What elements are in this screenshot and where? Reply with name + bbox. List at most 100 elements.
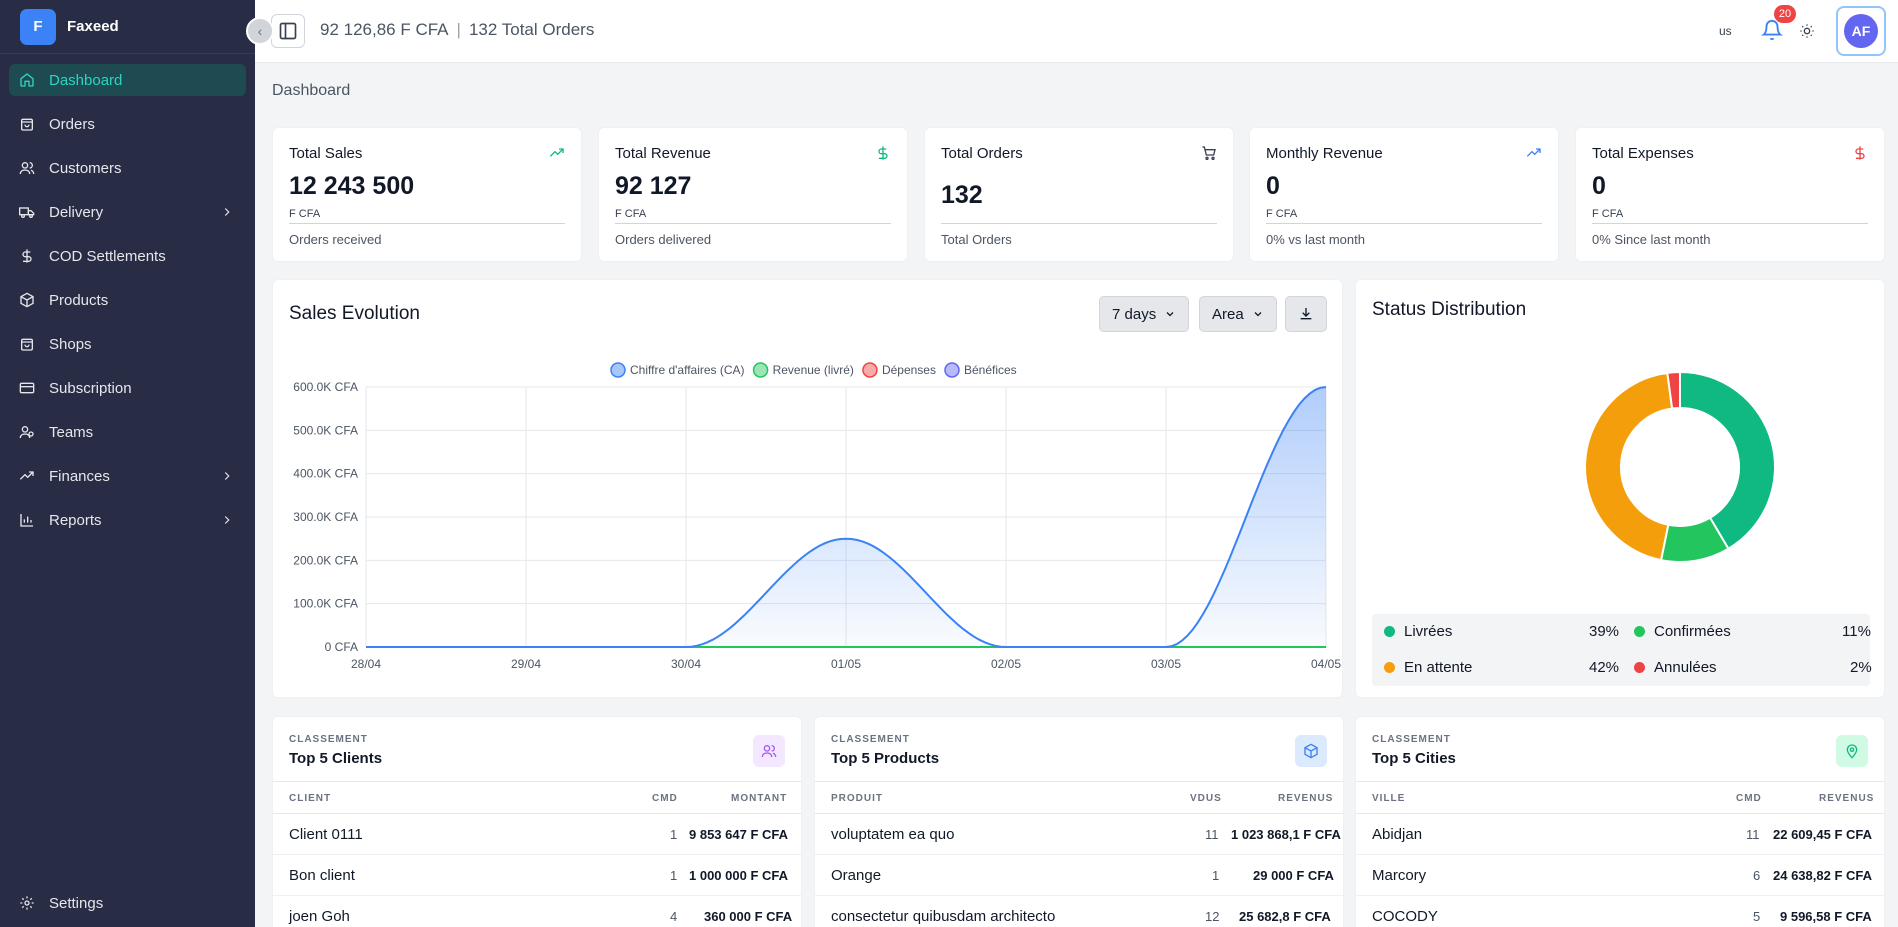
period-select[interactable]: 7 days xyxy=(1099,296,1190,332)
legend-marker xyxy=(610,362,626,378)
kpi-value: 0 xyxy=(1266,172,1280,200)
divider xyxy=(615,223,891,224)
row-count: 1 xyxy=(670,868,678,883)
legend-label: Confirmées xyxy=(1654,623,1731,640)
legend-label: Revenue (livré) xyxy=(773,363,854,377)
language-selector[interactable]: us xyxy=(1719,24,1732,38)
kpi-card-total-revenue: Total Revenue 92 127 F CFA Orders delive… xyxy=(598,127,908,262)
column-header: REVENUS xyxy=(1278,793,1334,804)
sidebar-nav: Dashboard Orders Customers Delivery COD … xyxy=(0,54,255,558)
divider xyxy=(273,781,801,782)
dollar-icon xyxy=(1855,146,1865,160)
legend-pct: 11% xyxy=(1842,623,1871,640)
legend-label: Chiffre d'affaires (CA) xyxy=(630,363,745,377)
card-title: Status Distribution xyxy=(1372,299,1527,320)
x-tick-label: 29/04 xyxy=(511,657,541,671)
legend-item: Livrées xyxy=(1384,623,1452,640)
donut-slice[interactable] xyxy=(1679,370,1776,551)
sidebar-toggle-button[interactable] xyxy=(271,14,305,48)
legend-item: En attente xyxy=(1384,659,1472,676)
table-row[interactable]: Orange 1 29 000 F CFA xyxy=(815,855,1343,896)
chart-type-select[interactable]: Area xyxy=(1199,296,1277,332)
y-tick-label: 200.0K CFA xyxy=(293,553,358,567)
legend-item: Annulées xyxy=(1634,659,1717,676)
kpi-unit: F CFA xyxy=(289,208,321,220)
sidebar-item-customers[interactable]: Customers xyxy=(9,152,246,184)
table-row[interactable]: joen Goh 4 360 000 F CFA xyxy=(273,896,801,927)
divider xyxy=(815,813,1343,814)
sidebar-item-cod-settlements[interactable]: COD Settlements xyxy=(9,240,246,272)
team-icon xyxy=(19,424,35,440)
table-row[interactable]: consectetur quibusdam architecto 12 25 6… xyxy=(815,896,1343,927)
legend-label: Livrées xyxy=(1404,623,1453,640)
row-count: 5 xyxy=(1753,909,1761,924)
user-menu-button[interactable]: AF xyxy=(1836,6,1886,56)
top-products-card: CLASSEMENT Top 5 Products PRODUIT VDUS R… xyxy=(814,716,1344,927)
kpi-card-monthly-revenue: Monthly Revenue 0 F CFA 0% vs last month xyxy=(1249,127,1559,262)
separator: | xyxy=(456,20,461,39)
row-amount: 360 000 F CFA xyxy=(704,909,793,924)
sidebar-item-orders[interactable]: Orders xyxy=(9,108,246,140)
sidebar-item-products[interactable]: Products xyxy=(9,284,246,316)
sidebar-item-label: Reports xyxy=(49,511,102,529)
legend-marker xyxy=(944,362,960,378)
notification-badge: 20 xyxy=(1774,5,1796,23)
kpi-title: Total Sales xyxy=(289,145,363,162)
collapse-sidebar-button[interactable]: ‹ xyxy=(246,17,274,45)
donut-slice[interactable] xyxy=(1666,370,1681,410)
bag-icon xyxy=(19,116,35,132)
table-row[interactable]: Bon client 1 1 000 000 F CFA xyxy=(273,855,801,896)
series-line xyxy=(366,386,1327,648)
gear-icon xyxy=(19,895,35,911)
sidebar-item-label: Dashboard xyxy=(49,71,123,89)
status-distribution-card: Status Distribution Livrées 39% Confirmé… xyxy=(1355,279,1885,698)
box-icon xyxy=(1295,735,1327,767)
brand[interactable]: F Faxeed xyxy=(0,0,255,54)
legend-pct: 42% xyxy=(1589,659,1620,676)
kpi-subtitle: 0% Since last month xyxy=(1592,232,1711,247)
sales-chart: 0 CFA 100.0K CFA 200.0K CFA 300.0K CFA 400.0… xyxy=(293,362,1341,671)
sidebar-item-teams[interactable]: Teams xyxy=(9,416,246,448)
row-name: Orange xyxy=(831,867,882,884)
sidebar-item-finances[interactable]: Finances xyxy=(9,460,246,492)
divider xyxy=(289,223,565,224)
sidebar-item-shops[interactable]: Shops xyxy=(9,328,246,360)
column-header: VILLE xyxy=(1372,793,1406,804)
y-tick-label: 400.0K CFA xyxy=(293,467,358,481)
series-area xyxy=(366,387,1326,647)
table-row[interactable]: voluptatem ea quo 11 1 023 868,1 F CFA xyxy=(815,814,1343,855)
row-name: Bon client xyxy=(289,867,355,884)
sidebar-item-label: Finances xyxy=(49,467,110,485)
table-row[interactable]: COCODY 5 9 596,58 F CFA xyxy=(1356,896,1884,927)
sidebar-item-label: Delivery xyxy=(49,203,104,221)
sidebar-item-settings[interactable]: Settings xyxy=(9,887,246,919)
kpi-subtitle: Total Orders xyxy=(941,232,1012,247)
table-row[interactable]: Client 0111 1 9 853 647 F CFA xyxy=(273,814,801,855)
top-summary: 92 126,86 F CFA | 132 Total Orders xyxy=(320,20,594,40)
sidebar-item-subscription[interactable]: Subscription xyxy=(9,372,246,404)
rank-label: CLASSEMENT xyxy=(289,734,368,745)
row-name: Abidjan xyxy=(1372,826,1423,843)
row-count: 11 xyxy=(1746,827,1760,842)
sun-icon[interactable] xyxy=(1799,23,1815,39)
kpi-subtitle: 0% vs last month xyxy=(1266,232,1365,247)
sidebar-item-reports[interactable]: Reports xyxy=(9,504,246,536)
sidebar-item-label: Subscription xyxy=(49,379,132,397)
row-amount: 25 682,8 F CFA xyxy=(1239,909,1331,924)
table-row[interactable]: Abidjan 11 22 609,45 F CFA xyxy=(1356,814,1884,855)
sidebar-item-delivery[interactable]: Delivery xyxy=(9,196,246,228)
legend-label: En attente xyxy=(1404,659,1473,676)
sidebar-item-label: COD Settlements xyxy=(49,247,166,265)
trend-icon xyxy=(19,468,35,484)
divider xyxy=(941,223,1217,224)
donut-slice[interactable] xyxy=(1584,371,1674,562)
divider xyxy=(1356,813,1884,814)
bell-icon[interactable] xyxy=(1761,19,1783,41)
table-row[interactable]: Marcory 6 24 638,82 F CFA xyxy=(1356,855,1884,896)
map-pin-icon xyxy=(1836,735,1868,767)
download-button[interactable] xyxy=(1285,296,1327,332)
chevron-left-icon: ‹ xyxy=(257,23,263,39)
sidebar-item-dashboard[interactable]: Dashboard xyxy=(9,64,246,96)
sidebar-item-label: Customers xyxy=(49,159,122,177)
legend-label: Bénéfices xyxy=(964,363,1017,377)
